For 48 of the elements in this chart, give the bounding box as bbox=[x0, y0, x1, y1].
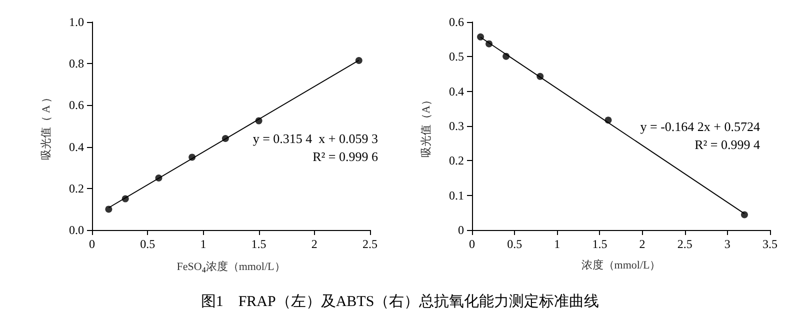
x-tick-label: 2.5 bbox=[677, 237, 692, 251]
point bbox=[355, 56, 362, 64]
y-tick-label: 0.2 bbox=[69, 181, 84, 196]
y-tick-label: 0.1 bbox=[449, 188, 464, 202]
x-tick-label: 0 bbox=[469, 237, 475, 251]
x-tick-label: 0.5 bbox=[140, 237, 156, 251]
y-tick-label: 0.5 bbox=[449, 50, 464, 64]
x-tick-label: 1 bbox=[554, 237, 560, 251]
x-tick-label: 3.5 bbox=[762, 237, 778, 251]
y-tick-label: 0.3 bbox=[449, 119, 464, 133]
y-tick-label: 0.0 bbox=[69, 223, 84, 237]
point bbox=[222, 134, 229, 142]
x-tick-label: 0.5 bbox=[507, 237, 522, 251]
point bbox=[255, 117, 262, 124]
point bbox=[477, 33, 484, 40]
x-tick-label: 2 bbox=[311, 237, 318, 251]
point bbox=[155, 174, 162, 182]
point bbox=[536, 72, 544, 80]
x-tick-label: 2 bbox=[639, 237, 646, 251]
x-tick-label: 1 bbox=[200, 237, 206, 251]
y-tick-label: 0.8 bbox=[69, 56, 84, 71]
y-tick-label: 0.4 bbox=[69, 140, 84, 154]
annotation: R² = 0.999 4 bbox=[694, 137, 760, 152]
y-tick-label: 1.0 bbox=[69, 15, 84, 29]
point bbox=[122, 195, 129, 202]
y-axis-title: 吸光值（A） bbox=[420, 94, 432, 158]
point bbox=[502, 52, 510, 60]
point bbox=[740, 211, 748, 218]
point bbox=[105, 206, 112, 213]
y-tick-label: 0.2 bbox=[449, 154, 464, 168]
x-tick-label: 1.5 bbox=[592, 237, 608, 251]
y-tick-label: 0.6 bbox=[69, 98, 84, 112]
y-tick-label: 0.4 bbox=[449, 84, 464, 98]
x-tick-label: 3 bbox=[724, 237, 730, 251]
y-axis-title: 吸光值（ A ） bbox=[40, 92, 52, 160]
point bbox=[486, 40, 493, 48]
annotation: R² = 0.999 6 bbox=[312, 149, 378, 164]
annotation: y = -0.164 2x + 0.5724 bbox=[640, 119, 760, 134]
y-tick-label: 0.6 bbox=[449, 15, 464, 29]
caption: 图1 FRAP（左）及ABTS（右）总抗氧化能力测定标准曲线 bbox=[200, 292, 600, 311]
x-tick-label: 2.5 bbox=[362, 237, 378, 251]
point bbox=[188, 154, 196, 161]
point bbox=[604, 116, 612, 124]
x-tick-label: 0 bbox=[89, 237, 95, 251]
x-tick-label: 1.5 bbox=[251, 237, 266, 251]
annotation: y = 0.315 4 x + 0.059 3 bbox=[252, 131, 378, 146]
x-axis-title: 浓度（mmol/L） bbox=[581, 258, 661, 272]
y-tick-label: 0 bbox=[458, 223, 464, 237]
